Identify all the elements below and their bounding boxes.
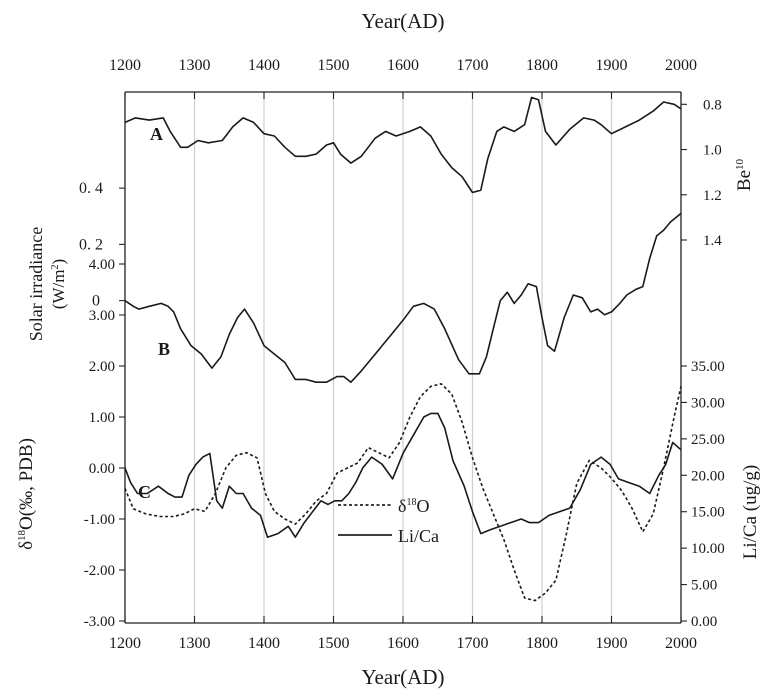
solar-tick-label-1: 0. 2: [79, 236, 103, 253]
be10-tick-label-1.4: 1.4: [703, 233, 722, 249]
lica-tick-label-15.00: 15.00: [691, 505, 725, 521]
top-x-tick-label-1800: 1800: [526, 57, 558, 74]
panel-a-label: A: [150, 124, 163, 144]
be10-tick-label-0.8: 0.8: [703, 97, 722, 113]
vertical-gridlines: [193, 92, 613, 623]
bottom-x-tick-label-1400: 1400: [248, 635, 280, 652]
solar-irradiance-axis-label: Solar irradiance: [26, 227, 46, 341]
solar-tick-label-2: 0. 4: [79, 180, 103, 197]
bottom-x-tick-label-1600: 1600: [387, 635, 419, 652]
bottom-x-tick-label-1800: 1800: [526, 635, 558, 652]
top-x-tick-label-1900: 1900: [596, 57, 628, 74]
d18o-tick-label-4.00: 4.00: [89, 257, 115, 273]
solar-tick-label-0: 0: [92, 293, 100, 310]
d18o-tick-label--1.00: -1.00: [84, 512, 115, 528]
d18o-axis-label: δ18O(‰, PDB): [16, 438, 37, 550]
axis-ticks: 1200 1200 1300 1300 1400 1400 1500 1500 1600 1600…: [79, 57, 725, 652]
lica-tick-label-35.00: 35.00: [691, 359, 725, 375]
lica-tick-label-10.00: 10.00: [691, 541, 725, 557]
be10-tick-label-1.0: 1.0: [703, 143, 722, 159]
bottom-x-tick-label-1700: 1700: [457, 635, 489, 652]
top-x-tick-label-1300: 1300: [179, 57, 211, 74]
bottom-x-tick-label-2000: 2000: [665, 635, 697, 652]
d18o-tick-label--3.00: -3.00: [84, 614, 115, 630]
bottom-x-tick-label-1200: 1200: [109, 635, 141, 652]
be10-series-line: [124, 96, 682, 194]
bottom-x-tick-label-1900: 1900: [596, 635, 628, 652]
d18o-tick-label--2.00: -2.00: [84, 563, 115, 579]
solar-irradiance-series-line: [124, 212, 682, 383]
d18o-tick-label-1.00: 1.00: [89, 410, 115, 426]
lica-tick-label-25.00: 25.00: [691, 432, 725, 448]
top-x-tick-label-2000: 2000: [665, 57, 697, 74]
lica-axis-label: Li/Ca (ug/g): [740, 465, 761, 559]
data-series: [124, 96, 682, 602]
top-x-tick-label-1400: 1400: [248, 57, 280, 74]
d18o-tick-label-0.00: 0.00: [89, 461, 115, 477]
legend: δ18O Li/Ca: [338, 496, 439, 546]
top-x-tick-label-1200: 1200: [109, 57, 141, 74]
solar-irradiance-unit-label: (W/m2): [49, 259, 68, 309]
top-x-tick-label-1600: 1600: [387, 57, 419, 74]
top-x-tick-label-1500: 1500: [318, 57, 350, 74]
legend-d18o-label: δ18O: [398, 496, 429, 516]
lica-tick-label-0.00: 0.00: [691, 614, 717, 630]
lica-tick-label-5.00: 5.00: [691, 578, 717, 594]
be10-tick-label-1.2: 1.2: [703, 188, 722, 204]
top-x-tick-label-1700: 1700: [457, 57, 489, 74]
lica-series-line: [124, 412, 682, 538]
panel-b-label: B: [158, 339, 170, 359]
d18o-tick-label-2.00: 2.00: [89, 359, 115, 375]
lica-tick-label-20.00: 20.00: [691, 468, 725, 484]
bottom-axis-title: Year(AD): [361, 665, 444, 689]
d18o-series-line: [124, 383, 682, 602]
lica-tick-label-30.00: 30.00: [691, 395, 725, 411]
legend-lica-label: Li/Ca: [398, 526, 439, 546]
panel-c-label: C: [138, 482, 151, 502]
d18o-tick-label-3.00: 3.00: [89, 308, 115, 324]
bottom-x-tick-label-1500: 1500: [318, 635, 350, 652]
bottom-x-tick-label-1300: 1300: [179, 635, 211, 652]
be10-axis-label: Be10: [734, 158, 755, 191]
top-axis-title: Year(AD): [361, 9, 444, 33]
